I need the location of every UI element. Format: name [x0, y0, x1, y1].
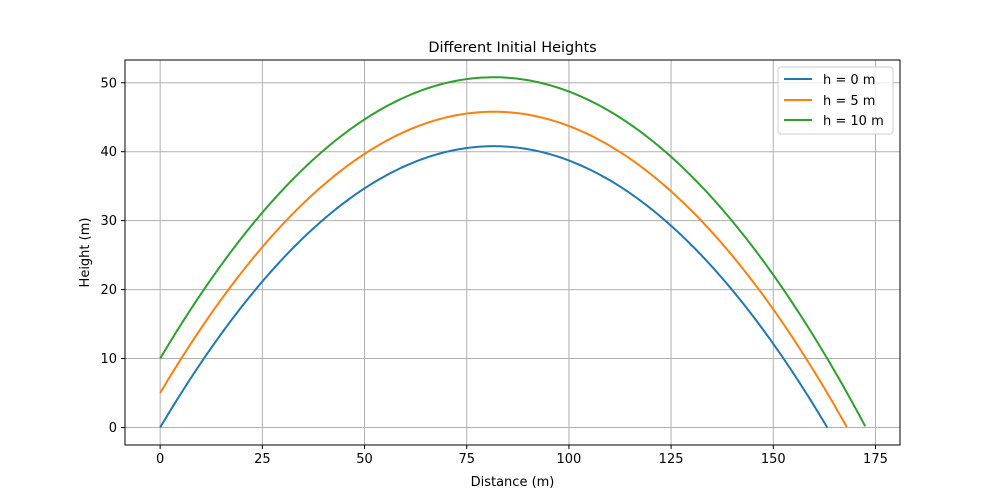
legend-box	[777, 66, 894, 135]
y-axis-label: Height (m)	[78, 218, 93, 288]
x-tick-label: 125	[659, 452, 684, 467]
chart-title: Different Initial Heights	[428, 40, 596, 56]
x-axis-label: Distance (m)	[471, 475, 555, 490]
series-line-1	[159, 110, 848, 428]
x-tick-label: 0	[156, 452, 164, 467]
x-tick-label: 25	[254, 452, 271, 467]
series-line-0	[159, 145, 829, 429]
x-tick-label: 50	[356, 452, 373, 467]
x-tick-label: 75	[458, 452, 475, 467]
x-tick-label: 175	[863, 452, 888, 467]
series-line-2	[159, 76, 867, 427]
legend-label-h0: h = 0 m	[823, 73, 875, 88]
plot-frame	[124, 59, 901, 446]
legend-label-h5: h = 5 m	[823, 94, 875, 109]
x-axis-ticks: 0 25 50 75 100 125 150 175	[156, 445, 888, 467]
y-tick-label: 30	[100, 214, 117, 229]
x-tick-label: 100	[556, 452, 581, 467]
y-tick-label: 20	[100, 283, 117, 298]
legend: h = 0 m h = 5 m h = 10 m	[777, 66, 894, 135]
series-layer	[159, 76, 867, 429]
y-tick-label: 40	[100, 145, 117, 160]
x-tick-label: 150	[761, 452, 786, 467]
y-tick-label: 0	[109, 421, 117, 436]
legend-label-h10: h = 10 m	[823, 114, 884, 129]
y-tick-label: 10	[100, 352, 117, 367]
y-tick-label: 50	[100, 76, 117, 91]
y-axis-ticks: 0 10 20 30 40 50	[100, 76, 125, 436]
